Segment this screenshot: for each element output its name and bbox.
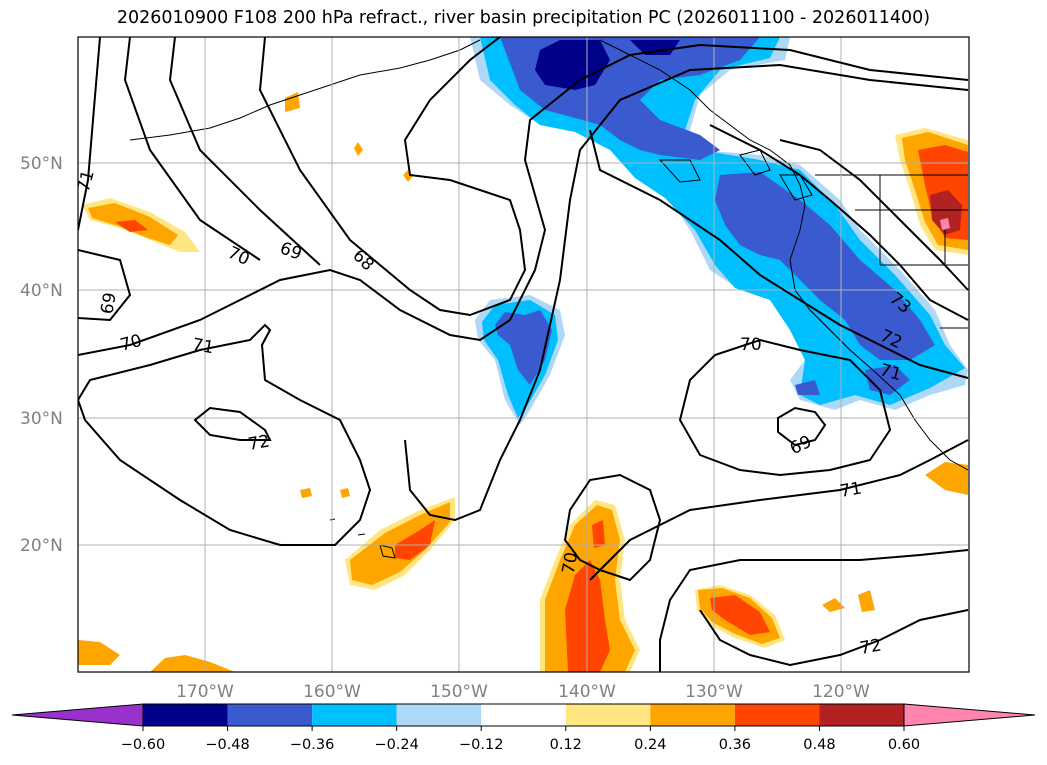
lon-label-130w: 130°W [685, 682, 743, 702]
map-border [77, 36, 970, 673]
contour-69-west [78, 249, 132, 322]
lon-label-120w: 120°W [812, 682, 870, 702]
map-title: 2026010900 F108 200 hPa refract., river … [116, 8, 931, 28]
contour-label: 70 [118, 331, 144, 356]
precip-shading [78, 37, 968, 672]
contour-label: 70 [559, 551, 582, 576]
refractivity-contours [78, 37, 969, 672]
gridlines [78, 37, 969, 672]
contour-72-south [659, 549, 969, 672]
longitude-labels: 170°W 160°W 150°W 140°W 130°W 120°W [176, 682, 870, 702]
colorbar-segment [312, 704, 397, 726]
contour-label: 71 [838, 478, 863, 501]
colorbar-segment [650, 704, 735, 726]
lat-label-20n: 20°N [20, 536, 63, 556]
coastlines [129, 39, 969, 559]
colorbar-tick-label: −0.36 [290, 737, 334, 753]
contour-label: 70 [224, 243, 252, 270]
colorbar-segment [143, 704, 228, 726]
neg-region-central-pacific-mid [495, 310, 552, 385]
colorbar: −0.60 −0.48 −0.36 −0.24 −0.12 0.12 0.24 0.36 0.4… [11, 703, 1036, 753]
pos-region-interior-northwest-strong [930, 190, 962, 235]
contour-73-east [779, 139, 969, 291]
contour-70-west [78, 43, 969, 356]
colorbar-tick-label: −0.48 [205, 737, 249, 753]
us-state-borders [815, 174, 968, 329]
latitude-labels: 50°N 40°N 30°N 20°N [20, 154, 63, 556]
colorbar-tick-label: 0.12 [550, 737, 582, 753]
canada-islands [658, 149, 813, 201]
lon-label-170w: 170°W [176, 682, 234, 702]
lat-label-40n: 40°N [20, 281, 63, 301]
lon-label-150w: 150°W [430, 682, 488, 702]
contour-label: 68 [348, 246, 377, 275]
contour-69-small-loop [777, 406, 827, 447]
contour-label: 72 [247, 431, 272, 454]
colorbar-tick-label: −0.12 [459, 737, 503, 753]
lat-label-50n: 50°N [20, 154, 63, 174]
contour-71-south [589, 439, 969, 581]
pos-region-patch-f [300, 488, 350, 498]
contour-label: 71 [191, 335, 216, 358]
colorbar-tick-label: 0.48 [803, 737, 835, 753]
pos-region-patch-b [858, 590, 875, 612]
contour-70-south [563, 473, 662, 582]
pos-region-southwest-corner [78, 640, 120, 665]
pos-region-interior-northwest-peak [940, 218, 950, 230]
contour-72-east [709, 124, 969, 321]
contour-label: 71 [74, 168, 99, 194]
contour-72-small-loop [193, 406, 272, 441]
colorbar-segment [819, 704, 904, 726]
contour-label: 69 [787, 432, 815, 459]
lon-label-160w: 160°W [303, 682, 361, 702]
pos-region-western-pacific-streak-mid [115, 220, 148, 232]
colorbar-tick-label: 0.60 [888, 737, 920, 753]
contour-label: 70 [740, 335, 762, 355]
colorbar-segment [227, 704, 313, 726]
pos-region-baja [925, 462, 968, 495]
contour-label: 69 [277, 238, 304, 264]
pos-region-south-edge [150, 655, 235, 672]
colorbar-extend-low [11, 703, 144, 727]
colorbar-extend-high [903, 703, 1036, 727]
colorbar-segment [396, 704, 482, 726]
contour-label: 69 [97, 291, 120, 316]
alaska-coastline [129, 39, 481, 141]
alaska-panhandle-coastline [599, 39, 969, 471]
lat-label-30n: 30°N [20, 409, 63, 429]
pos-region-hawaii-mid [395, 520, 435, 560]
colorbar-tick-label: −0.60 [121, 737, 165, 753]
pos-region-patch-d [354, 142, 363, 156]
colorbar-border [142, 703, 905, 727]
colorbar-segment [734, 704, 820, 726]
contour-71-loop [78, 323, 372, 546]
contour-refractivity-trough [404, 63, 969, 522]
contour-68-loop [258, 37, 527, 317]
pos-region-patch-c [285, 92, 300, 112]
colorbar-tick-label: −0.24 [374, 737, 418, 753]
contour-70-east [589, 129, 969, 379]
neg-region-pacific-northwest-mid [500, 37, 935, 395]
pos-region-patch-a [822, 598, 845, 612]
pos-region-eastern-subtropics-mid [710, 595, 770, 635]
contour-70-east-loop [678, 338, 892, 477]
colorbar-segment [481, 704, 566, 726]
colorbar-tick-label: 0.36 [719, 737, 751, 753]
contour-69-north [168, 37, 321, 266]
contour-label: 72 [858, 635, 883, 658]
lon-label-140w: 140°W [558, 682, 616, 702]
colorbar-segment [565, 704, 651, 726]
colorbar-tick-label: 0.24 [634, 737, 666, 753]
contour-71-north [78, 37, 101, 231]
contour-70-north [123, 37, 261, 261]
